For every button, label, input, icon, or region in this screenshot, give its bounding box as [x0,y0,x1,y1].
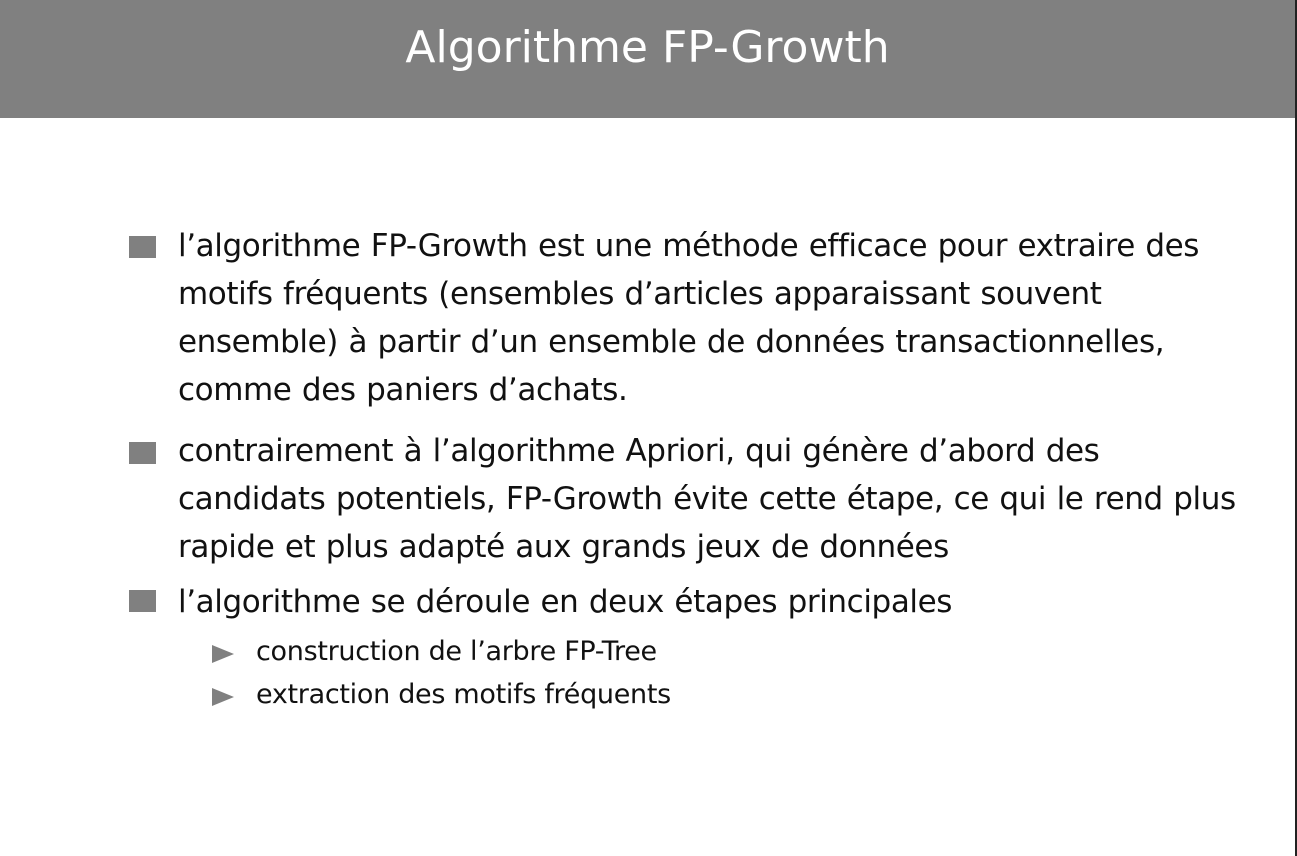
square-bullet-icon [129,236,156,258]
bullet-text: l’algorithme FP-Growth est une méthode e… [178,228,1200,408]
sub-bullet-item-2: extraction des motifs fréquents [0,675,1295,719]
triangle-bullet-icon [212,645,234,663]
sub-bullet-text: extraction des motifs fréquents [256,679,671,710]
bullet-text: l’algorithme se déroule en deux étapes p… [178,584,953,620]
sub-bullet-item-1: construction de l’arbre FP-Tree [0,632,1295,676]
square-bullet-icon [129,590,156,612]
slide-title: Algorithme FP-Growth [405,22,890,73]
triangle-bullet-icon [212,688,234,706]
bullet-text: contrairement à l’algorithme Apriori, qu… [178,433,1236,565]
sub-bullet-text: construction de l’arbre FP-Tree [256,636,657,667]
square-bullet-icon [129,442,156,464]
title-bar: Algorithme FP-Growth [0,0,1295,118]
